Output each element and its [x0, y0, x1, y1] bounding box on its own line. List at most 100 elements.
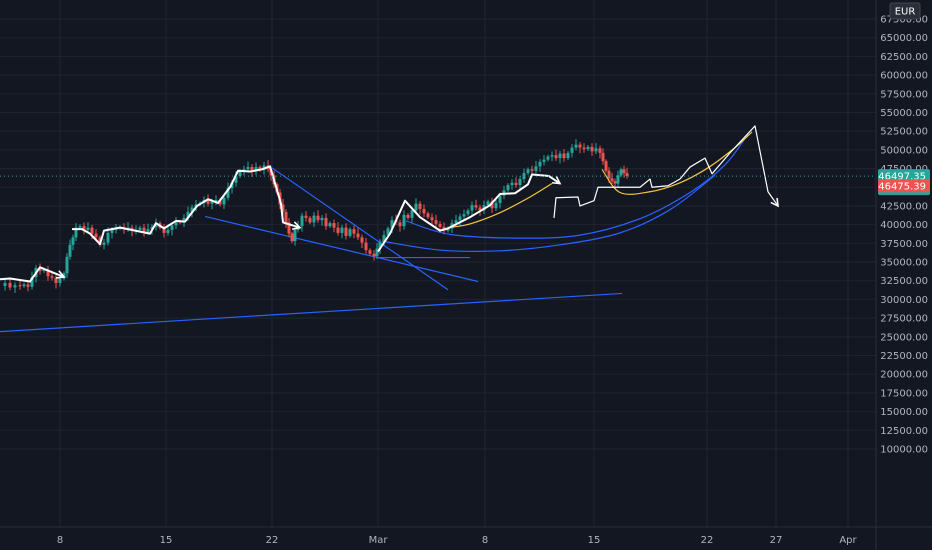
- candle-body: [486, 201, 490, 206]
- time-tick-label: Apr: [839, 535, 857, 546]
- candle-body: [402, 214, 406, 227]
- drawn-path[interactable]: [0, 266, 65, 283]
- time-tick-label: 22: [701, 535, 714, 546]
- candle-body: [324, 217, 328, 227]
- candle-body: [414, 203, 418, 211]
- candle-body: [566, 152, 570, 159]
- time-tick-label: 15: [160, 535, 173, 546]
- candle-body: [446, 228, 450, 231]
- candle-body: [293, 229, 297, 242]
- time-tick-label: 27: [770, 535, 783, 546]
- drawn-path[interactable]: [72, 165, 301, 246]
- candle-body: [13, 285, 17, 288]
- candle-body: [570, 147, 574, 153]
- candle-body: [106, 232, 110, 243]
- candle-body: [458, 216, 462, 221]
- candle-body: [382, 235, 386, 242]
- candle-body: [410, 210, 414, 218]
- time-tick-label: 8: [57, 535, 63, 546]
- candle-body: [364, 242, 368, 251]
- candle-body: [42, 269, 46, 272]
- candle-body: [454, 220, 458, 224]
- price-tick-label: 40000.00: [880, 220, 928, 231]
- candle-body: [554, 155, 558, 159]
- candle-body: [74, 227, 78, 238]
- trendline[interactable]: [204, 215, 479, 283]
- candle-body: [300, 215, 304, 227]
- candle-body: [190, 207, 194, 212]
- candle-body: [30, 277, 34, 287]
- candle-body: [466, 210, 470, 215]
- candle-body: [498, 195, 502, 203]
- candle-body: [372, 253, 376, 257]
- trendline[interactable]: [271, 167, 449, 291]
- candle-body: [542, 159, 546, 162]
- candle-body: [422, 208, 426, 214]
- candle-body: [54, 277, 58, 283]
- candle-body: [418, 203, 422, 209]
- bid-price-label: 46475.39: [878, 182, 926, 193]
- price-tick-label: 20000.00: [880, 370, 928, 381]
- price-tick-label: 67500.00: [880, 15, 928, 26]
- candle-body: [398, 222, 402, 227]
- candle-body: [8, 282, 12, 288]
- candle-body: [430, 217, 434, 221]
- candle-body: [590, 146, 594, 152]
- candle-body: [478, 207, 482, 211]
- drawn-path[interactable]: [553, 125, 779, 218]
- candle-body: [607, 170, 611, 179]
- arrow-head: [770, 197, 779, 208]
- candle-body: [336, 227, 340, 233]
- candle-body: [146, 229, 150, 233]
- trendline[interactable]: [0, 292, 623, 333]
- candle-body: [250, 167, 254, 172]
- arc-curve[interactable]: [381, 174, 716, 253]
- candle-body: [510, 182, 514, 186]
- candle-body: [534, 166, 538, 171]
- arc-curve[interactable]: [405, 133, 749, 239]
- candle-body: [214, 199, 218, 202]
- arrow-head: [55, 270, 66, 279]
- candle-body: [470, 205, 474, 211]
- price-tick-label: 30000.00: [880, 295, 928, 306]
- candle-body: [550, 155, 554, 157]
- candle-body: [308, 217, 312, 223]
- candle-body: [58, 278, 62, 283]
- candle-body: [538, 161, 542, 167]
- candle-body: [530, 169, 534, 171]
- candle-body: [438, 223, 442, 227]
- candle-body: [558, 153, 562, 159]
- price-tick-label: 17500.00: [880, 388, 928, 399]
- drawn-path[interactable]: [377, 173, 561, 253]
- price-tick-label: 62500.00: [880, 52, 928, 63]
- candle-body: [170, 225, 174, 230]
- candle-body: [360, 237, 364, 243]
- currency-badge[interactable]: [889, 2, 921, 20]
- candle-body: [610, 178, 614, 182]
- candle-body: [162, 227, 166, 233]
- price-tick-label: 57500.00: [880, 89, 928, 100]
- candle-body: [50, 276, 54, 278]
- time-tick-label: 15: [588, 535, 601, 546]
- price-tick-label: 42500.00: [880, 201, 928, 212]
- candle-body: [206, 199, 210, 204]
- candle-body: [375, 248, 379, 257]
- candle-body: [238, 170, 242, 177]
- price-scale[interactable]: [876, 0, 932, 550]
- candle-body: [210, 201, 214, 204]
- price-tick-label: 35000.00: [880, 258, 928, 269]
- candle-body: [174, 221, 178, 226]
- time-scale[interactable]: [0, 527, 932, 550]
- price-tick-label: 52500.00: [880, 127, 928, 138]
- candle-body: [598, 148, 602, 153]
- candle-body: [619, 169, 623, 176]
- price-tick-label: 65000.00: [880, 33, 928, 44]
- candle-body: [26, 284, 30, 287]
- candle-body: [65, 256, 69, 274]
- candle-body: [594, 148, 598, 152]
- candle-body: [352, 229, 356, 234]
- projection-curve[interactable]: [447, 183, 553, 229]
- candle-body: [328, 223, 332, 227]
